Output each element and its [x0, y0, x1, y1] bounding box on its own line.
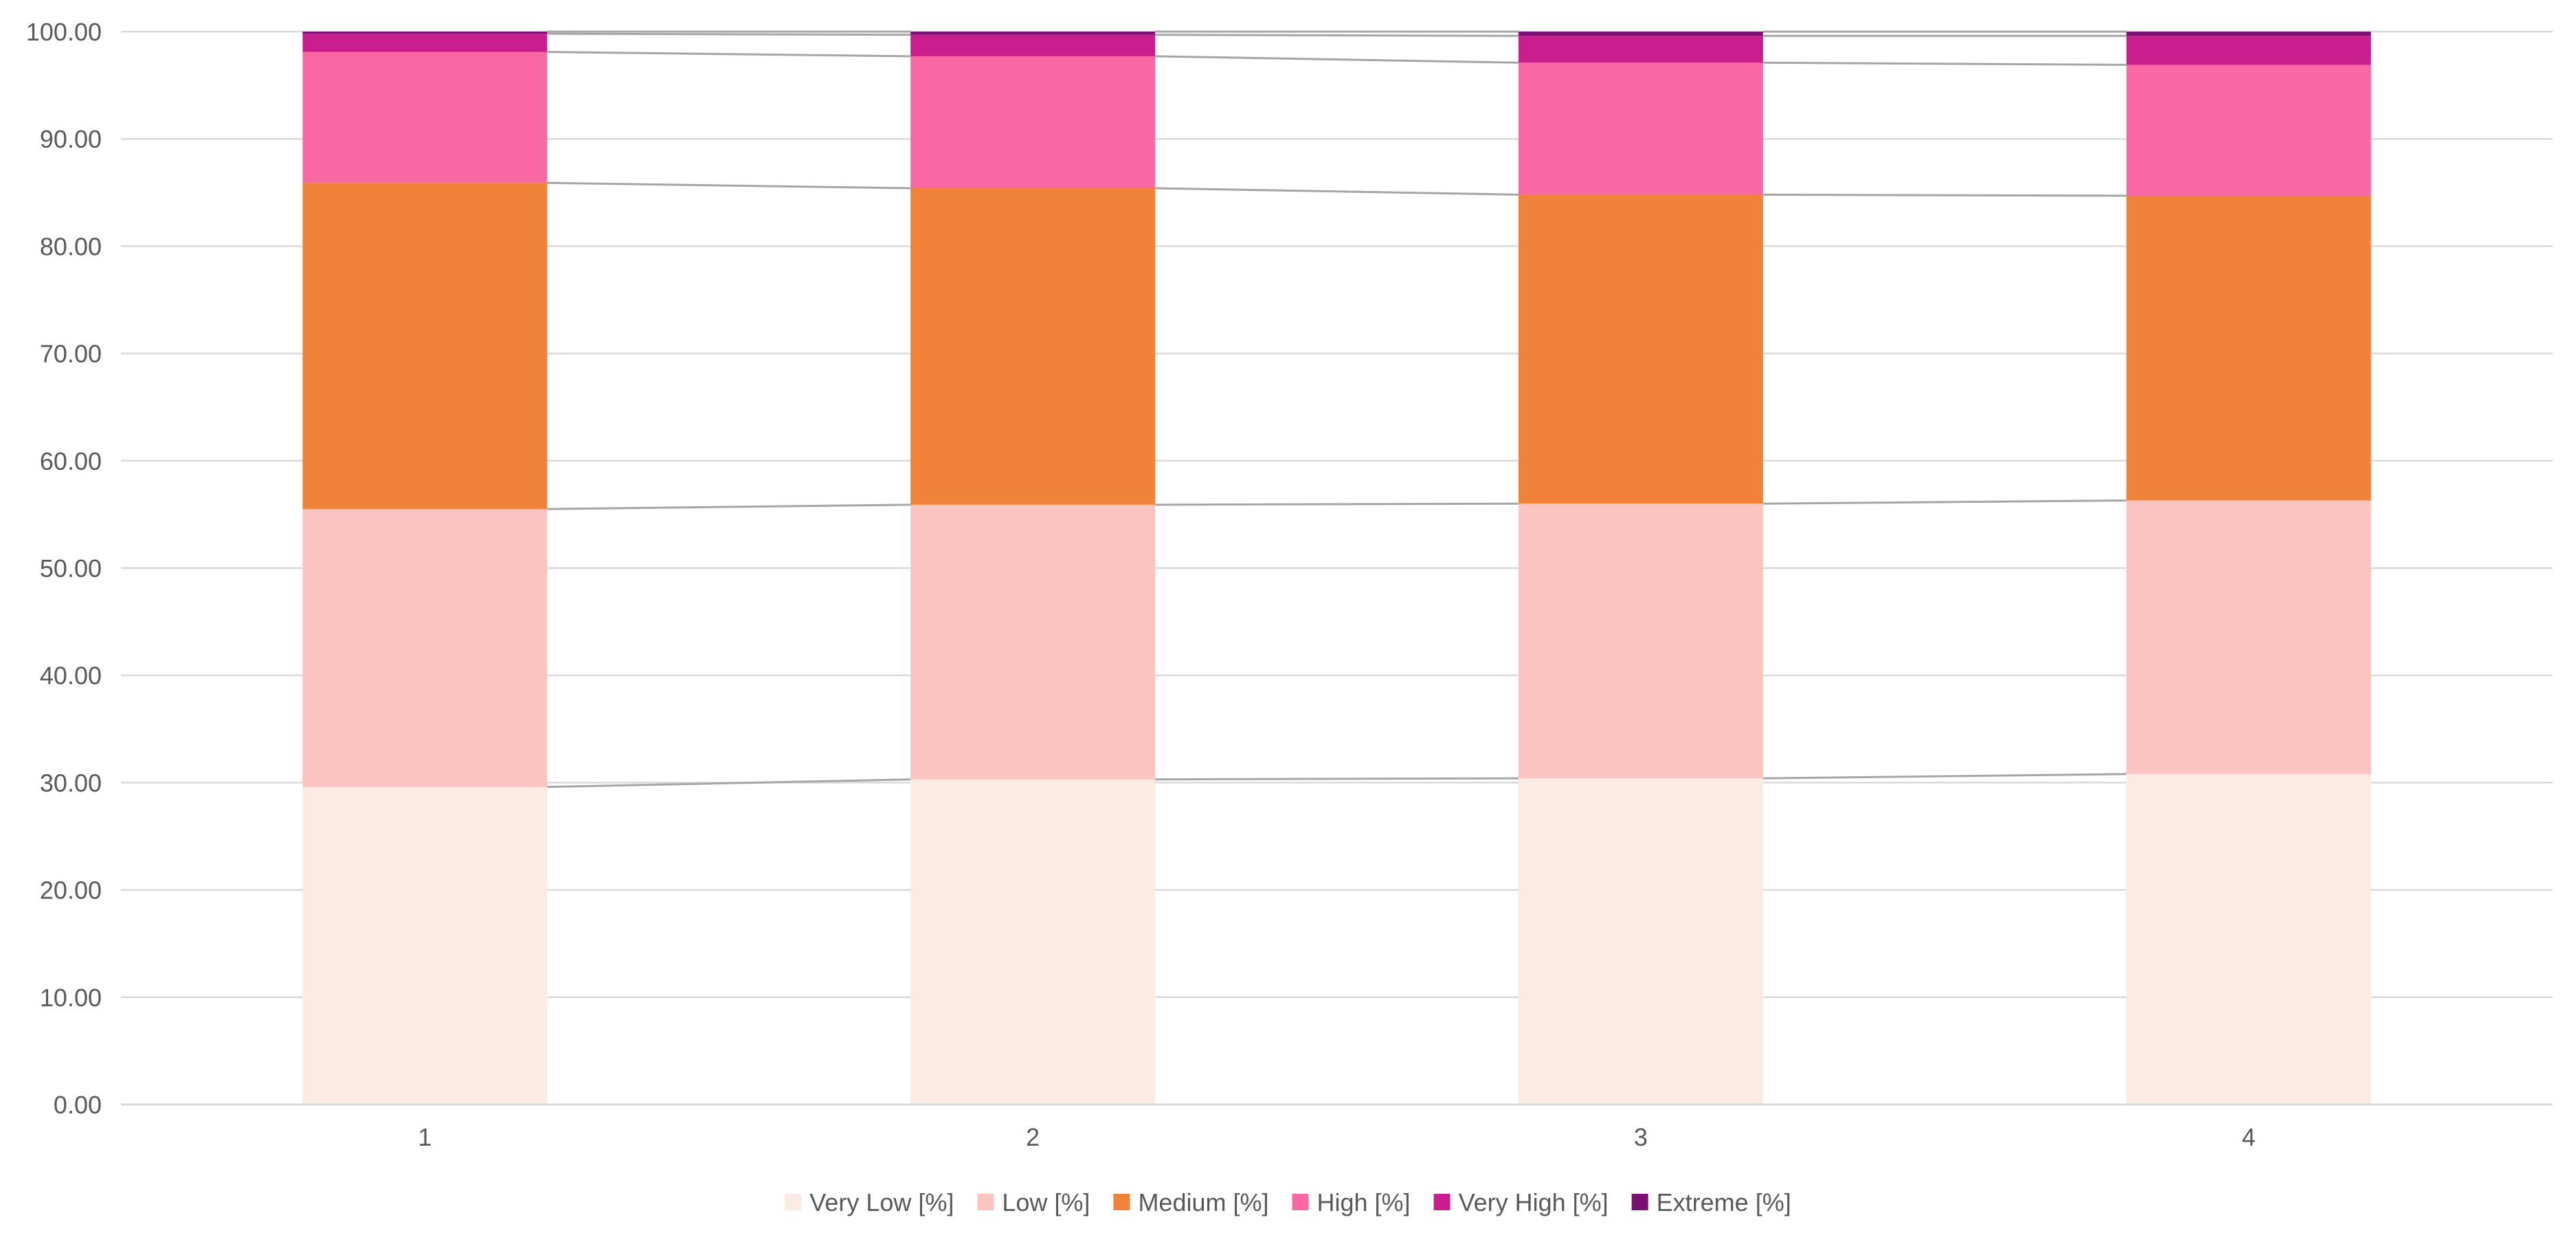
legend-item: Very Low [%]	[785, 1188, 954, 1216]
legend-item: Extreme [%]	[1631, 1188, 1791, 1216]
legend-label: Very Low [%]	[809, 1188, 954, 1216]
bar-segment	[2126, 195, 2371, 501]
series-connector-line	[1762, 773, 2127, 780]
bar-segment	[302, 786, 548, 1104]
x-tick-label: 1	[418, 1123, 432, 1151]
series-connector-line	[1155, 34, 1519, 37]
bar-segment	[1518, 503, 1763, 779]
series-connector-line	[547, 778, 911, 789]
bar-segment	[910, 504, 1156, 780]
series-connector-line	[1155, 502, 1519, 506]
y-tick-label: 50.00	[40, 554, 102, 582]
bar-segment	[910, 779, 1156, 1104]
bar-segment	[910, 188, 1156, 505]
legend-swatch	[785, 1194, 802, 1210]
legend-label: High [%]	[1317, 1188, 1411, 1216]
legend-item: High [%]	[1292, 1188, 1411, 1216]
series-connector-line	[547, 32, 911, 36]
bar-segment	[302, 32, 548, 34]
y-tick-label: 70.00	[40, 340, 102, 368]
series-connector-line	[547, 181, 911, 190]
y-tick-label: 0.00	[54, 1091, 102, 1119]
series-connector-line	[1762, 193, 2127, 197]
bar-segment	[2126, 32, 2371, 36]
legend-swatch	[1433, 1194, 1451, 1210]
bar-segment	[2126, 36, 2371, 65]
series-connector-line	[1762, 61, 2127, 66]
legend-swatch	[1113, 1194, 1130, 1210]
y-axis-tick-labels: 0.00 10.00 20.00 30.00 40.00 50.00 60.00 70.00 8…	[26, 18, 102, 1119]
series-connector-line	[547, 503, 911, 510]
series-connector-lines	[547, 30, 2127, 789]
legend-label: Very High [%]	[1459, 1188, 1609, 1216]
bars	[302, 32, 2371, 1104]
bar-segment	[302, 183, 548, 510]
legend-swatch	[1631, 1194, 1648, 1210]
bar-segment	[1518, 32, 1763, 36]
series-connector-line	[547, 51, 911, 58]
series-connector-line	[1155, 777, 1519, 781]
y-tick-label: 80.00	[40, 232, 102, 260]
x-tick-label: 2	[1026, 1123, 1040, 1151]
bar-segment	[302, 34, 548, 52]
y-tick-label: 60.00	[40, 447, 102, 475]
bar-segment	[2126, 500, 2371, 774]
legend-item: Medium [%]	[1113, 1188, 1269, 1216]
y-tick-label: 10.00	[40, 984, 102, 1012]
bar-segment	[910, 56, 1156, 189]
legend-label: Extreme [%]	[1657, 1188, 1791, 1216]
legend-swatch	[1292, 1194, 1309, 1210]
bar-segment	[910, 32, 1156, 35]
bar-segment	[302, 509, 548, 787]
x-tick-label: 4	[2242, 1123, 2256, 1151]
bar-segment	[1518, 36, 1763, 63]
bar-segment	[2126, 773, 2371, 1104]
y-tick-label: 100.00	[26, 18, 102, 46]
bar-segment	[2126, 65, 2371, 196]
x-tick-label: 3	[1634, 1123, 1648, 1151]
bar-segment	[1518, 194, 1763, 504]
legend-label: Medium [%]	[1138, 1188, 1268, 1216]
bar-segment	[302, 52, 548, 183]
series-connector-line	[1155, 187, 1519, 196]
legend-swatch	[977, 1194, 994, 1210]
x-axis-tick-labels: 1 2 3 4	[418, 1123, 2255, 1151]
y-tick-label: 40.00	[40, 661, 102, 690]
legend-label: Low [%]	[1002, 1188, 1090, 1216]
legend: Very Low [%] Low [%] Medium [%] High [%] Ver…	[785, 1188, 1791, 1216]
legend-item: Very High [%]	[1433, 1188, 1609, 1216]
series-connector-line	[1155, 55, 1519, 64]
legend-item: Low [%]	[977, 1188, 1090, 1216]
bar-segment	[1518, 778, 1763, 1104]
bar-segment	[910, 34, 1156, 56]
y-tick-label: 30.00	[40, 769, 102, 797]
y-tick-label: 90.00	[40, 125, 102, 153]
y-tick-label: 20.00	[40, 876, 102, 905]
series-connector-line	[1762, 499, 2127, 505]
bar-segment	[1518, 63, 1763, 195]
